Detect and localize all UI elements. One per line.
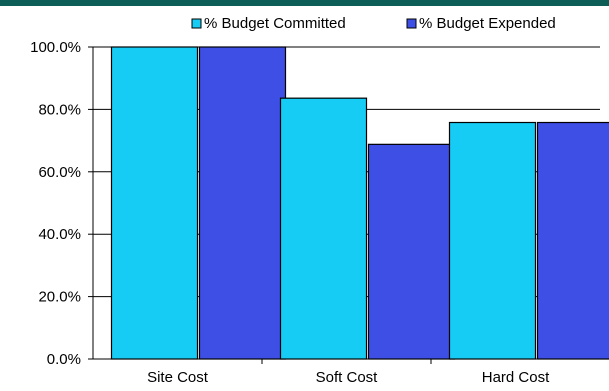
y-tick-label: 20.0% [38,289,81,306]
y-tick-label: 100.0% [30,39,81,56]
x-tick-label: Site Cost [147,369,209,386]
bar [448,121,537,360]
chart-top-frame-band [0,0,609,6]
y-tick-label: 0.0% [47,351,81,368]
legend-label: % Budget Committed [204,15,346,32]
bar [367,143,456,360]
legend-swatch [191,18,202,29]
x-tick-label: Hard Cost [482,369,550,386]
bar [198,46,287,360]
legend-swatch [406,18,417,29]
x-tick-label: Soft Cost [316,369,379,386]
y-tick-label: 40.0% [38,226,81,243]
bar [536,121,609,360]
legend: % Budget Committed % Budget Expended [191,15,556,32]
y-tick-label: 80.0% [38,101,81,118]
bars [110,46,609,360]
y-tick-label: 60.0% [38,164,81,181]
bar [279,97,368,360]
legend-label: % Budget Expended [419,15,556,32]
axes: 0.0% 20.0% 40.0% 60.0% 80.0% 100.0% Site Cost S… [30,39,600,386]
bar [110,46,199,360]
